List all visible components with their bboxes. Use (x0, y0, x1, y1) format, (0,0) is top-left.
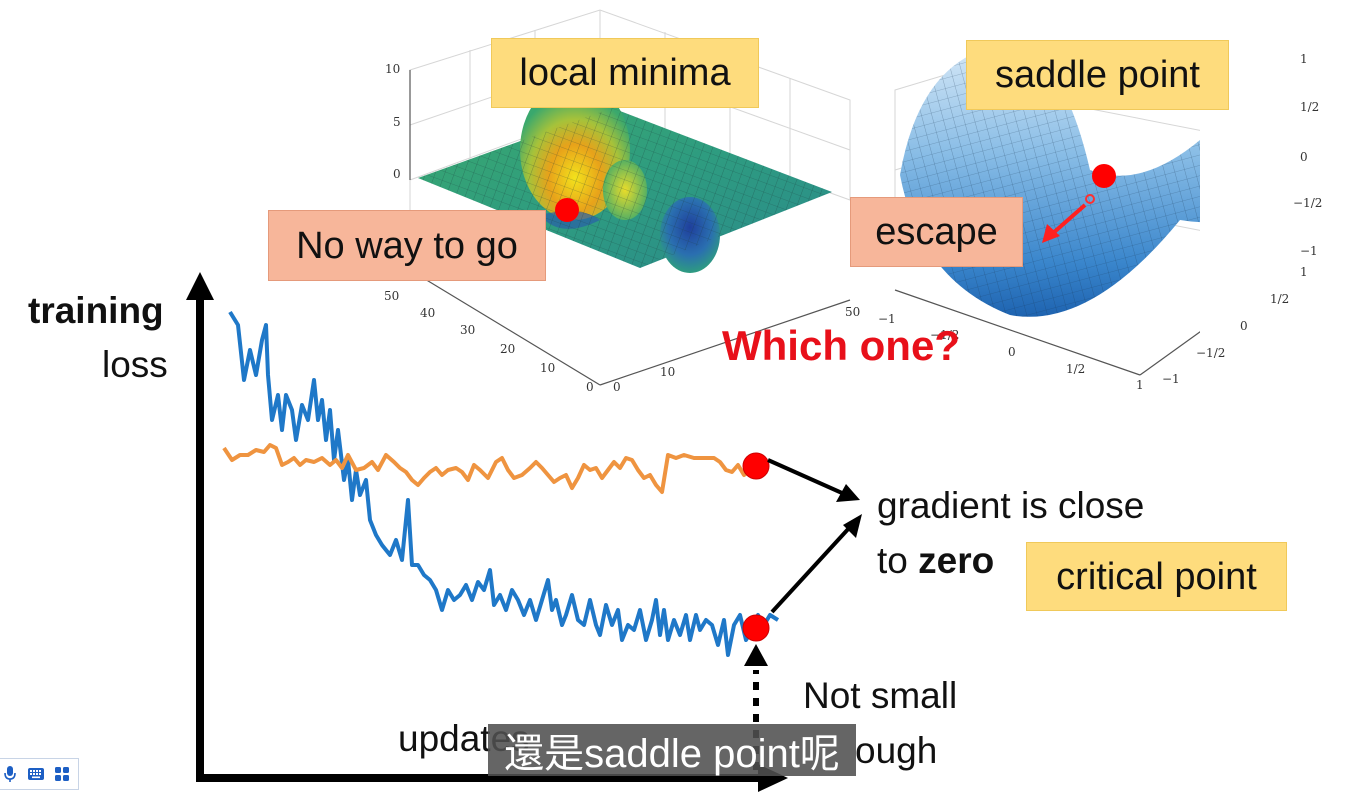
left-y-tick: 50 (384, 289, 400, 303)
no-way-to-go-label: No way to go (268, 210, 546, 281)
left-y-tick: 30 (460, 323, 476, 337)
left-x-tick: 0 (613, 380, 621, 394)
y-axis-label-loss: loss (102, 344, 168, 385)
blue-critical-dot (742, 614, 770, 642)
saddle-small-dot (1085, 194, 1095, 204)
gradient-text-line2: to zero (877, 540, 994, 582)
right-z-tick: −1/2 (1293, 196, 1323, 210)
right-x-tick: 1 (1136, 378, 1144, 392)
right-x-tick: −1 (878, 312, 896, 326)
arrow-orange-to-text (767, 458, 843, 495)
which-one-heading: Which one? (722, 322, 960, 369)
arrow-blue-to-text (770, 525, 852, 614)
left-x-tick: 50 (845, 305, 861, 319)
blue-loss-curve (228, 310, 780, 657)
right-y-tick: −1/2 (1196, 346, 1226, 360)
left-y-tick: 20 (500, 342, 516, 356)
right-z-tick: −1 (1300, 244, 1318, 258)
gradient-text-line1: gradient is close (877, 485, 1145, 526)
left-z-tick: 5 (393, 115, 401, 129)
not-small-text-line2: ough (855, 730, 938, 771)
orange-loss-curve (222, 443, 758, 494)
keyboard-icon[interactable] (26, 764, 46, 784)
escape-label: escape (850, 197, 1023, 267)
y-axis-arrow (186, 272, 214, 300)
local-minima-surface-plot (409, 9, 851, 386)
right-y-tick: −1 (1162, 372, 1180, 386)
gradient-text-to: to (877, 540, 919, 581)
right-x-tick: −1/2 (930, 328, 960, 342)
right-x-tick: 1/2 (1066, 362, 1086, 376)
gradient-text-zero: zero (918, 540, 995, 581)
right-x-tick: 0 (1008, 345, 1016, 359)
video-subtitle: 還是saddle point呢 (488, 724, 856, 776)
right-z-tick: 1/2 (1300, 100, 1320, 114)
saddle-point-label: saddle point (966, 40, 1229, 110)
left-z-tick: 0 (393, 167, 401, 181)
right-y-tick: 0 (1240, 319, 1248, 333)
critical-point-label: critical point (1026, 542, 1287, 611)
right-z-tick: 1 (1300, 52, 1308, 66)
right-z-tick: 0 (1300, 150, 1308, 164)
apps-icon[interactable] (52, 764, 72, 784)
input-toolbar (0, 758, 79, 790)
orange-critical-dot (742, 452, 770, 480)
mic-icon[interactable] (0, 764, 20, 784)
saddle-red-dot (1092, 164, 1116, 188)
training-loss-chart (186, 272, 862, 792)
local-minima-label: local minima (491, 38, 759, 108)
right-y-tick: 1 (1300, 265, 1308, 279)
left-y-tick: 40 (420, 306, 436, 320)
left-z-tick: 10 (385, 62, 401, 76)
left-y-tick: 0 (586, 380, 594, 394)
local-minima-red-dot (555, 198, 579, 222)
right-y-tick: 1/2 (1270, 292, 1290, 306)
left-y-tick: 10 (540, 361, 556, 375)
left-x-tick: 10 (660, 365, 676, 379)
y-axis-label-training: training (28, 290, 164, 331)
not-small-text-line1: Not small (803, 675, 958, 716)
